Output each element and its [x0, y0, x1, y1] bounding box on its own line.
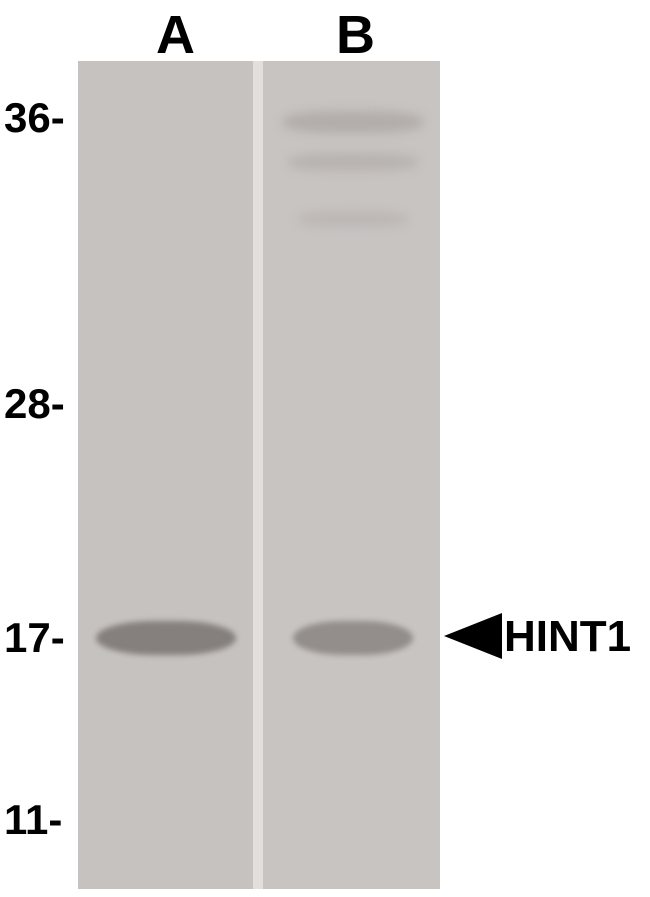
lane-b-faint-0 [283, 111, 423, 133]
blot-membrane [78, 61, 440, 889]
lane-label-b: B [336, 4, 375, 66]
marker-label-36: 36- [4, 94, 65, 142]
marker-label-28: 28- [4, 380, 65, 428]
lane-label-a: A [156, 4, 195, 66]
lane-b-band-hint1 [293, 621, 413, 655]
lane-b [263, 61, 440, 889]
marker-label-11: 11- [4, 796, 62, 844]
lane-a [78, 61, 253, 889]
lane-b-faint-1 [288, 153, 418, 171]
target-label: HINT1 [504, 612, 631, 662]
lane-b-faint-2 [298, 211, 408, 227]
figure-container: A B 36- 28- 17- 11- HINT1 [0, 0, 650, 897]
target-arrow-icon [444, 613, 502, 659]
marker-label-17: 17- [4, 614, 65, 662]
lane-gap [253, 61, 263, 889]
lane-a-band-hint1 [96, 621, 236, 655]
